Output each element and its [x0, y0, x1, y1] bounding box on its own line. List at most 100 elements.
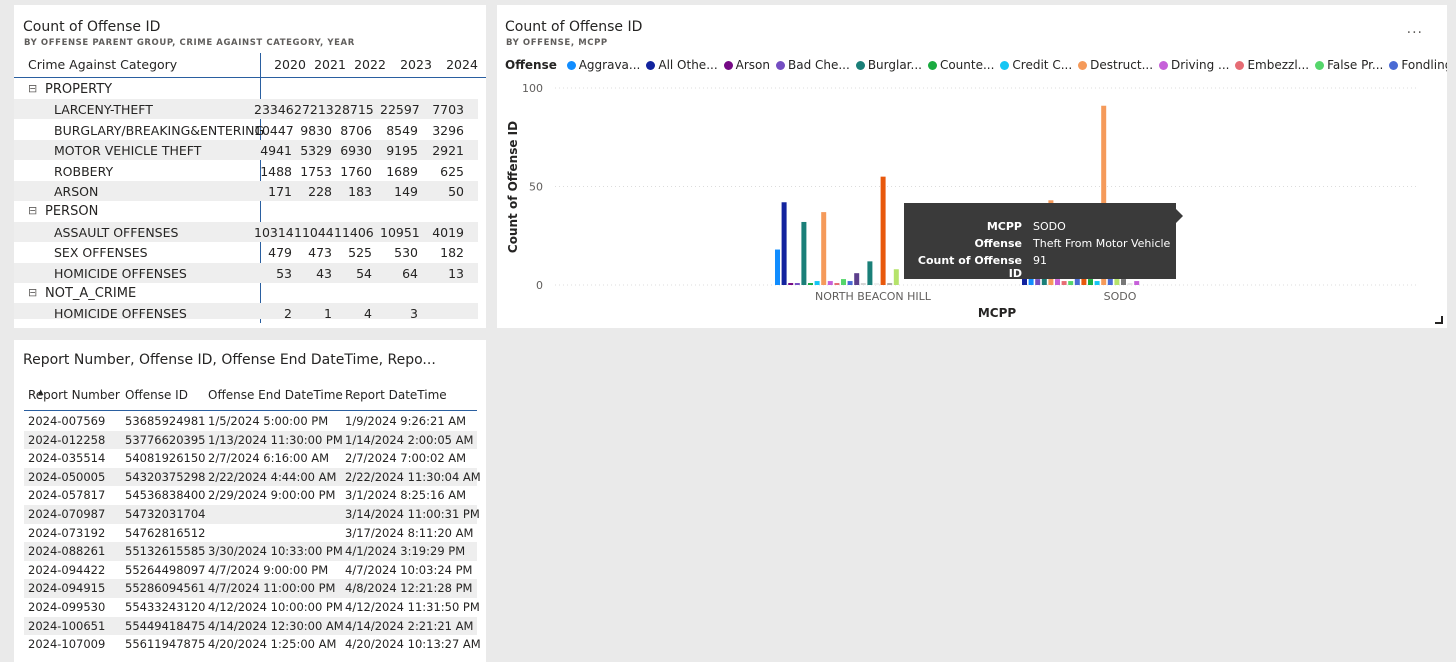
chart-bar[interactable]	[1074, 277, 1080, 285]
legend-item[interactable]: Credit C...	[1000, 58, 1072, 72]
chart-bar[interactable]	[847, 281, 853, 285]
matrix-row[interactable]: ASSAULT OFFENSES 10314 11044 11406 10951 4019	[14, 221, 478, 242]
table-cell: 2024-073192	[28, 525, 106, 540]
chart-bar[interactable]	[834, 283, 840, 285]
matrix-year-header[interactable]: 2022	[354, 57, 386, 72]
matrix-row[interactable]: ROBBERY 1488 1753 1760 1689 625	[14, 161, 478, 181]
chart-bar[interactable]	[841, 279, 846, 285]
chart-bar[interactable]	[1055, 279, 1060, 285]
chart-bar[interactable]	[880, 176, 886, 285]
chart-bar[interactable]	[775, 249, 780, 285]
matrix-row-header[interactable]: Crime Against Category	[28, 57, 178, 72]
matrix-year-header[interactable]: 2023	[400, 57, 432, 72]
table-row[interactable]: 2024-088261 55132615585 3/30/2024 10:33:00…	[24, 542, 477, 561]
sort-ascending-icon[interactable]: ▲	[38, 388, 44, 396]
chart-bar[interactable]	[781, 202, 787, 285]
legend-item[interactable]: False Pr...	[1315, 58, 1383, 72]
table-cell: 3/30/2024 10:33:00 PM	[208, 544, 343, 559]
table-row[interactable]: 2024-035514 54081926150 2/7/2024 6:16:00 A…	[24, 449, 477, 468]
matrix-row[interactable]: LARCENY-THEFT 23346 27213 28715 22597 7703	[14, 99, 478, 120]
matrix-row[interactable]: BURGLARY/BREAKING&ENTERING 10447 9830 8706 8…	[14, 120, 478, 140]
chart-bar[interactable]	[794, 283, 800, 285]
table-cell: 1/9/2024 9:26:21 AM	[345, 414, 467, 428]
legend-item[interactable]: Counte...	[927, 58, 994, 72]
matrix-cell: 3	[410, 306, 418, 319]
matrix-year-header[interactable]: 2024	[446, 57, 478, 72]
legend-item[interactable]: Bad Che...	[775, 58, 850, 72]
table-row[interactable]: 2024-094422 55264498097 4/7/2024 9:00:00 P…	[24, 561, 477, 580]
chart-bar[interactable]	[887, 283, 893, 285]
matrix-group-row[interactable]: ⊟ PERSON	[14, 201, 486, 221]
legend-item[interactable]: All Othe...	[646, 58, 718, 72]
table-cell: 2024-070987	[28, 507, 106, 521]
chart-bar[interactable]	[1134, 281, 1140, 285]
chart-bar[interactable]	[1028, 275, 1034, 285]
matrix-row[interactable]: SEX OFFENSES 479 473 525 530 182	[14, 242, 478, 262]
chart-bar[interactable]	[801, 221, 807, 285]
legend-item[interactable]: Fondling	[1389, 58, 1447, 72]
chart-bar[interactable]	[1068, 281, 1074, 285]
chart-bar[interactable]	[867, 261, 873, 285]
chart-bar[interactable]	[1094, 281, 1100, 285]
table-row[interactable]: 2024-100651 55449418475 4/14/2024 12:30:00…	[24, 616, 477, 636]
chart-bar[interactable]	[1101, 105, 1107, 285]
column-header-offense-id[interactable]: Offense ID	[125, 388, 188, 402]
legend-item[interactable]: Destruct...	[1078, 58, 1153, 72]
chart-bar[interactable]	[788, 283, 794, 285]
legend-swatch-icon	[646, 61, 656, 70]
matrix-group-row[interactable]: ⊟ PROPERTY	[14, 79, 486, 99]
legend-item[interactable]: Aggrava...	[566, 58, 640, 72]
chart-bar[interactable]	[860, 283, 866, 285]
legend-item[interactable]: Burglar...	[855, 58, 922, 72]
chart-bar[interactable]	[1127, 283, 1133, 285]
matrix-year-header[interactable]: 2021	[314, 57, 346, 72]
chart-bar[interactable]	[874, 283, 879, 285]
collapse-icon[interactable]: ⊟	[28, 286, 38, 299]
table-row[interactable]: 2024-099530 55433243120 4/12/2024 10:00:00…	[24, 598, 480, 617]
table-row[interactable]: 2024-007569 53685924981 1/5/2024 5:00:00 P…	[24, 412, 477, 431]
resize-handle[interactable]	[1435, 316, 1443, 324]
table-row[interactable]: 2024-012258 53776620395 1/13/2024 11:30:00…	[24, 430, 477, 450]
table-row[interactable]: 2024-050005 54320375298 2/22/2024 4:44:00 …	[24, 467, 481, 487]
matrix-row[interactable]: ARSON 171 228 183 149 50	[14, 181, 478, 201]
chart-bar[interactable]	[827, 281, 833, 285]
chart-bar[interactable]	[1121, 279, 1126, 285]
chart-bar[interactable]	[1041, 277, 1047, 285]
collapse-icon[interactable]: ⊟	[28, 82, 38, 95]
legend-item[interactable]: Driving ...	[1159, 58, 1229, 72]
table-row[interactable]: 2024-070987 54732031704 3/14/2024 11:00:31…	[24, 505, 480, 524]
bar-chart-visual[interactable]: Count of Offense ID BY OFFENSE, MCPP ...…	[497, 5, 1447, 328]
column-header-report-datetime[interactable]: Report DateTime	[345, 388, 447, 402]
chart-bar[interactable]	[1081, 273, 1087, 285]
matrix-row[interactable]: MOTOR VEHICLE THEFT 4941 5329 6930 9195 2921	[14, 140, 478, 161]
matrix-visual[interactable]: Count of Offense ID BY OFFENSE PARENT GR…	[14, 5, 486, 328]
matrix-row[interactable]: HOMICIDE OFFENSES 53 43 54 64 13	[14, 262, 478, 283]
matrix-year-header[interactable]: 2020	[274, 57, 306, 72]
chart-bar[interactable]	[1035, 279, 1041, 285]
matrix-cell: 473	[308, 245, 332, 261]
more-options-button[interactable]: ...	[1406, 21, 1423, 37]
chart-bar[interactable]	[814, 281, 820, 285]
matrix-row[interactable]: HOMICIDE OFFENSES 2 1 4 3	[14, 303, 478, 319]
collapse-icon[interactable]: ⊟	[28, 204, 38, 218]
table-row[interactable]: 2024-107009 55611947875 4/20/2024 1:25:00 …	[24, 635, 481, 654]
matrix-cell: 9195	[386, 143, 418, 159]
matrix-cell: 2	[284, 306, 292, 319]
table-row[interactable]: 2024-073192 54762816512 3/17/2024 8:11:20 …	[24, 524, 477, 543]
chart-bar[interactable]	[854, 273, 860, 285]
chart-bar[interactable]	[821, 212, 827, 285]
table-visual[interactable]: Report Number, Offense ID, Offense End D…	[14, 340, 486, 662]
table-row[interactable]: 2024-094915 55286094561 4/7/2024 11:00:00 …	[24, 579, 477, 598]
matrix-group-row[interactable]: ⊟ NOT_A_CRIME	[14, 283, 486, 303]
chart-bar[interactable]	[893, 269, 899, 285]
legend-item[interactable]: Embezzl...	[1235, 58, 1309, 72]
chart-bar[interactable]	[1088, 279, 1093, 285]
legend-item[interactable]: Arson	[723, 58, 770, 72]
chart-bar[interactable]	[1061, 281, 1067, 285]
legend-swatch-icon	[775, 61, 785, 70]
chart-bar[interactable]	[808, 283, 813, 285]
table-row[interactable]: 2024-057817 54536838400 2/29/2024 9:00:00 …	[24, 486, 477, 505]
column-header-report-number[interactable]: Report Number	[28, 388, 120, 402]
column-header-offense-end-datetime[interactable]: Offense End DateTime	[208, 388, 343, 402]
matrix-cell: 2921	[432, 143, 464, 159]
